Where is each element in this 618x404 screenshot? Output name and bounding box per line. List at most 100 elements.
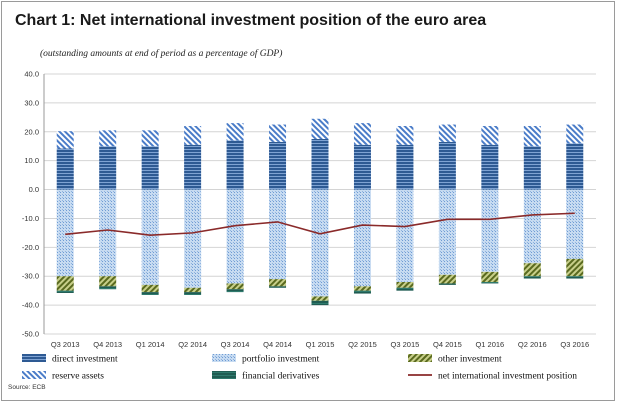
series-line-niip bbox=[65, 212, 575, 237]
bar-other-investment bbox=[396, 282, 414, 288]
bar-other-investment bbox=[481, 271, 499, 282]
bar-reserve-assets bbox=[184, 126, 202, 145]
bar-reserve-assets bbox=[269, 124, 287, 142]
chart-subtitle: (outstanding amounts at end of period as… bbox=[40, 49, 283, 59]
x-tick-label: Q1 2014 bbox=[136, 340, 165, 349]
bar-financial-derivatives bbox=[311, 300, 329, 306]
niip-line bbox=[65, 212, 575, 237]
y-tick-label: 30.0 bbox=[24, 98, 39, 107]
legend-label: portfolio investment bbox=[242, 354, 320, 365]
bar-portfolio-investment bbox=[226, 189, 244, 284]
bar-financial-derivatives bbox=[99, 286, 117, 290]
legend-label: reserve assets bbox=[52, 372, 104, 382]
bar-financial-derivatives bbox=[566, 276, 584, 279]
y-tick-label: 10.0 bbox=[24, 156, 39, 165]
bar-financial-derivatives bbox=[184, 292, 202, 295]
bar-other-investment bbox=[56, 276, 74, 291]
bar-direct-investment bbox=[438, 141, 456, 190]
bar-portfolio-investment bbox=[396, 189, 414, 282]
x-tick-label: Q4 2015 bbox=[433, 340, 462, 349]
bar-other-investment bbox=[226, 283, 244, 290]
bar-financial-derivatives bbox=[141, 292, 159, 295]
bar-direct-investment bbox=[566, 143, 584, 190]
x-tick-label: Q3 2016 bbox=[560, 340, 589, 349]
bar-portfolio-investment bbox=[481, 189, 499, 272]
bar-direct-investment bbox=[184, 144, 202, 190]
x-tick-label: Q3 2014 bbox=[221, 340, 250, 349]
bar-direct-investment bbox=[269, 141, 287, 190]
x-tick-label: Q2 2014 bbox=[178, 340, 207, 349]
bar-financial-derivatives bbox=[523, 276, 541, 279]
chart-title: Chart 1: Net international investment po… bbox=[15, 12, 487, 29]
bars bbox=[56, 118, 584, 306]
legend-label: financial derivatives bbox=[242, 371, 320, 382]
legend-swatch bbox=[212, 354, 236, 362]
bar-direct-investment bbox=[226, 140, 244, 190]
x-tick-label: Q3 2015 bbox=[391, 340, 420, 349]
legend-label: other investment bbox=[438, 355, 502, 365]
y-tick-label: 40.0 bbox=[24, 70, 39, 79]
x-tick-label: Q2 2015 bbox=[348, 340, 377, 349]
bar-financial-derivatives bbox=[226, 289, 244, 293]
bar-portfolio-investment bbox=[99, 189, 117, 277]
x-tick-label: Q2 2016 bbox=[518, 340, 547, 349]
bar-reserve-assets bbox=[226, 123, 244, 141]
bar-other-investment bbox=[184, 287, 202, 293]
bar-other-investment bbox=[353, 286, 371, 291]
y-tick-label: 20.0 bbox=[24, 127, 39, 136]
y-tick-label: -30.0 bbox=[22, 272, 39, 281]
bar-direct-investment bbox=[353, 144, 371, 190]
bar-direct-investment bbox=[141, 146, 159, 190]
bar-financial-derivatives bbox=[353, 290, 371, 294]
legend-swatch bbox=[22, 371, 46, 379]
bar-reserve-assets bbox=[566, 124, 584, 144]
x-tick-label: Q3 2013 bbox=[51, 340, 80, 349]
bar-portfolio-investment bbox=[438, 189, 456, 275]
bar-financial-derivatives bbox=[481, 282, 499, 284]
bar-direct-investment bbox=[56, 148, 74, 190]
bar-other-investment bbox=[269, 279, 287, 287]
bar-direct-investment bbox=[396, 144, 414, 190]
legend-swatch bbox=[408, 354, 432, 362]
bar-portfolio-investment bbox=[269, 189, 287, 280]
bar-portfolio-investment bbox=[311, 189, 329, 297]
bar-portfolio-investment bbox=[353, 189, 371, 287]
y-axis: 40.0 30.0 20.0 10.0 0.0 -10.0 -20.0 -30.0 -40.0 -… bbox=[22, 70, 45, 339]
bar-financial-derivatives bbox=[56, 290, 74, 293]
y-tick-label: -40.0 bbox=[22, 301, 39, 310]
bar-other-investment bbox=[141, 284, 159, 293]
bar-other-investment bbox=[523, 263, 541, 277]
bar-direct-investment bbox=[481, 144, 499, 190]
legend-label: net international investment position bbox=[438, 372, 577, 382]
bar-reserve-assets bbox=[481, 126, 499, 145]
y-tick-label: 0.0 bbox=[29, 185, 39, 194]
bar-financial-derivatives bbox=[396, 287, 414, 291]
bar-reserve-assets bbox=[353, 123, 371, 145]
bar-financial-derivatives bbox=[269, 286, 287, 288]
bar-other-investment bbox=[438, 274, 456, 284]
legend-swatch bbox=[22, 354, 46, 362]
bar-other-investment bbox=[311, 296, 329, 301]
bar-direct-investment bbox=[311, 139, 329, 190]
bar-reserve-assets bbox=[141, 130, 159, 147]
legend-swatch bbox=[212, 371, 236, 379]
x-tick-label: Q1 2016 bbox=[475, 340, 504, 349]
y-tick-label: -50.0 bbox=[22, 330, 39, 339]
bar-reserve-assets bbox=[438, 124, 456, 142]
bar-reserve-assets bbox=[56, 131, 74, 149]
x-tick-label: Q4 2013 bbox=[93, 340, 122, 349]
bar-reserve-assets bbox=[523, 126, 541, 147]
bar-portfolio-investment bbox=[184, 189, 202, 288]
bar-portfolio-investment bbox=[56, 189, 74, 277]
source-note: Source: ECB bbox=[8, 384, 46, 391]
bar-financial-derivatives bbox=[438, 283, 456, 285]
bar-portfolio-investment bbox=[566, 189, 584, 259]
bar-direct-investment bbox=[523, 146, 541, 190]
bar-other-investment bbox=[566, 258, 584, 277]
bar-reserve-assets bbox=[99, 130, 117, 147]
bar-portfolio-investment bbox=[141, 189, 159, 285]
x-tick-label: Q1 2015 bbox=[306, 340, 335, 349]
x-axis-labels: Q3 2013 Q4 2013 Q1 2014 Q2 2014 Q3 2014 Q4 20… bbox=[51, 340, 589, 349]
legend: direct investment portfolio investment oth… bbox=[22, 354, 577, 382]
